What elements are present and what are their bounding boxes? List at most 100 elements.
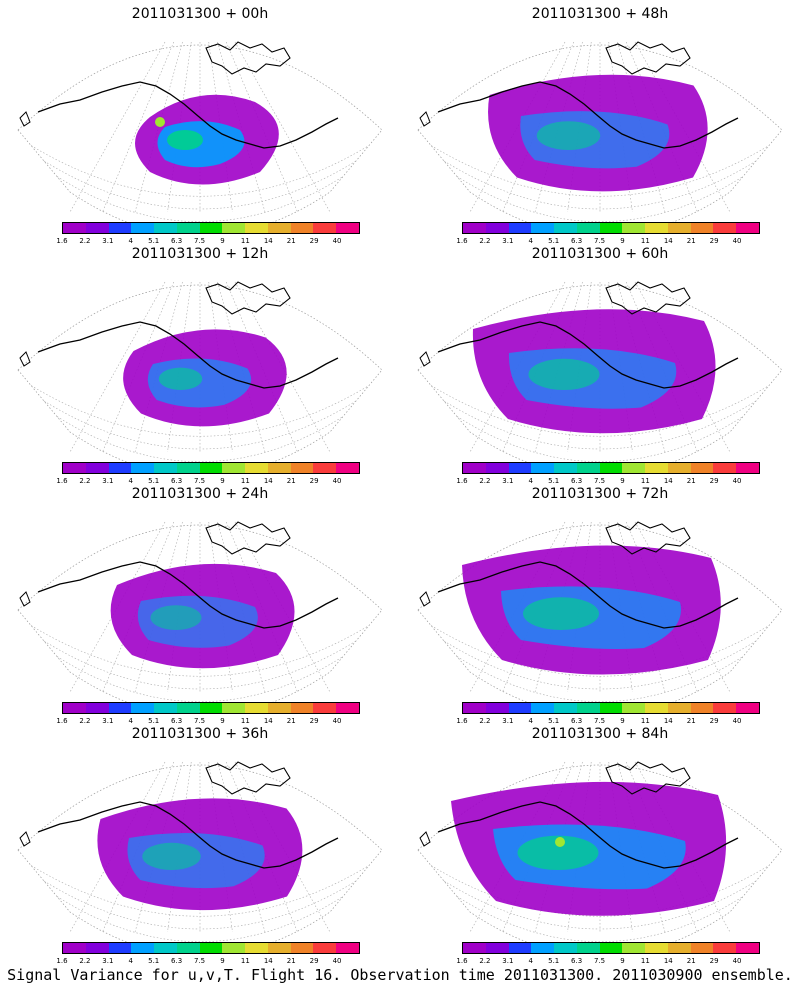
colorbar-tick-label: 5.1 [148, 717, 160, 725]
colorbar-swatch [290, 463, 314, 473]
meridian-gridline [167, 521, 192, 693]
coastline [37, 81, 339, 149]
colorbar-swatch [713, 703, 737, 713]
colorbar-swatch [176, 463, 200, 473]
colorbar-swatch [508, 703, 532, 713]
colorbar-swatch [576, 223, 600, 233]
colorbar-tick-label: 11 [640, 477, 650, 485]
colorbar-swatch [222, 463, 246, 473]
colorbar-swatch [336, 703, 359, 713]
colorbar-tick-label: 21 [286, 237, 296, 245]
colorbar-swatch [267, 463, 291, 473]
colorbar-swatch [63, 223, 86, 233]
island-coastline [419, 591, 431, 607]
island-coastline [19, 591, 31, 607]
island-coastline [19, 351, 31, 367]
colorbar-swatch [485, 943, 509, 953]
colorbar-swatch [690, 943, 714, 953]
colorbar-swatch [736, 703, 759, 713]
variance-contour-high [536, 121, 601, 150]
variance-contour-high [517, 835, 599, 870]
panel-48h: 2011031300 + 48h 1.6 2.2 3.1 4 5.1 6.3 7.5 9 11 1… [400, 0, 800, 245]
colorbar-swatch [63, 463, 86, 473]
map-plot [417, 41, 783, 222]
panel-24h: 2011031300 + 24h 1.6 2.2 3.1 4 5.1 6.3 7.5 9 11 1… [0, 480, 400, 725]
meridian-gridline [208, 41, 233, 213]
colorbar-swatch [267, 703, 291, 713]
colorbar-swatch [85, 943, 109, 953]
colorbar-tick-label: 21 [686, 477, 696, 485]
colorbar-tick-label: 40 [732, 717, 742, 725]
colorbar-tick-label: 40 [332, 957, 342, 965]
colorbar-swatch [290, 223, 314, 233]
colorbar-tick-label: 7.5 [193, 477, 206, 485]
colorbar-swatch [85, 463, 109, 473]
colorbar-swatch [336, 463, 359, 473]
colorbar-swatch [336, 943, 359, 953]
colorbar-tick-label: 14 [663, 717, 673, 725]
coastline [437, 561, 739, 629]
colorbar-tick-label: 9 [220, 717, 225, 725]
latitude-gridline [443, 400, 757, 450]
meridian-gridline [208, 521, 233, 693]
colorbar-tick-label: 7.5 [593, 477, 606, 485]
colorbar-swatch [199, 223, 223, 233]
colorbar-tick-label: 29 [709, 957, 719, 965]
latitude-gridline [56, 896, 344, 942]
meridian-gridline [469, 281, 566, 453]
colorbar-tick-label: 7.5 [193, 957, 206, 965]
colorbar-swatch [576, 703, 600, 713]
colorbar-swatch [222, 943, 246, 953]
panel-72h: 2011031300 + 72h 1.6 2.2 3.1 4 5.1 6.3 7.5 9 11 1… [400, 480, 800, 725]
colorbar-tick-label: 3.1 [102, 477, 114, 485]
colorbar-tick-label: 4 [128, 237, 133, 245]
colorbar-tick-label: 29 [709, 477, 719, 485]
latitude-gridline [43, 160, 357, 210]
colorbar-swatch [485, 463, 509, 473]
colorbar-tick-label: 3.1 [102, 237, 114, 245]
latitude-gridline [56, 416, 344, 462]
panel-title: 2011031300 + 36h [131, 726, 269, 742]
colorbar-tick-label: 14 [263, 477, 273, 485]
colorbar-tick-label: 5.1 [148, 237, 160, 245]
colorbar-swatch [485, 703, 509, 713]
colorbar-swatch [85, 703, 109, 713]
colorbar-tick-label: 5.1 [148, 957, 160, 965]
colorbar-tick-label: 9 [220, 477, 225, 485]
arctic-islands-coastline [605, 761, 691, 795]
colorbar-swatch [645, 943, 668, 953]
colorbar-swatch [108, 463, 132, 473]
latitude-gridline [43, 640, 357, 690]
colorbar-tick-label: 6.3 [571, 477, 583, 485]
colorbar-tick-label: 21 [286, 477, 296, 485]
colorbar-tick-label: 40 [332, 237, 342, 245]
arctic-islands-coastline [205, 41, 291, 75]
panel-title: 2011031300 + 00h [131, 6, 269, 22]
colorbar-swatch [667, 223, 691, 233]
colorbar-tick-label: 29 [709, 717, 719, 725]
colorbar-swatch [736, 463, 759, 473]
colorbar-tick-label: 2.2 [479, 477, 491, 485]
colorbar-swatch [313, 463, 337, 473]
colorbar-tick-label: 5.1 [148, 477, 160, 485]
colorbar-swatch [736, 943, 759, 953]
colorbar-tick-label: 21 [286, 717, 296, 725]
colorbar-tick-label: 11 [640, 957, 650, 965]
colorbar-tick-label: 4 [128, 957, 133, 965]
colorbar-swatch [245, 463, 268, 473]
colorbar-swatch [176, 223, 200, 233]
colorbar-swatch [108, 703, 132, 713]
latitude-gridline [443, 880, 757, 930]
meridian-gridline [567, 41, 592, 213]
panel-title: 2011031300 + 24h [131, 486, 269, 502]
colorbar-tick-label: 3.1 [502, 237, 514, 245]
colorbar-swatch [176, 943, 200, 953]
colorbar-tick-label: 11 [640, 717, 650, 725]
colorbar-swatch [463, 223, 486, 233]
colorbar-tick-label: 4 [528, 477, 533, 485]
latitude-gridline [456, 896, 744, 942]
meridian-gridline [167, 41, 192, 213]
colorbar-tick-label: 9 [620, 477, 625, 485]
map-plot [17, 281, 383, 462]
